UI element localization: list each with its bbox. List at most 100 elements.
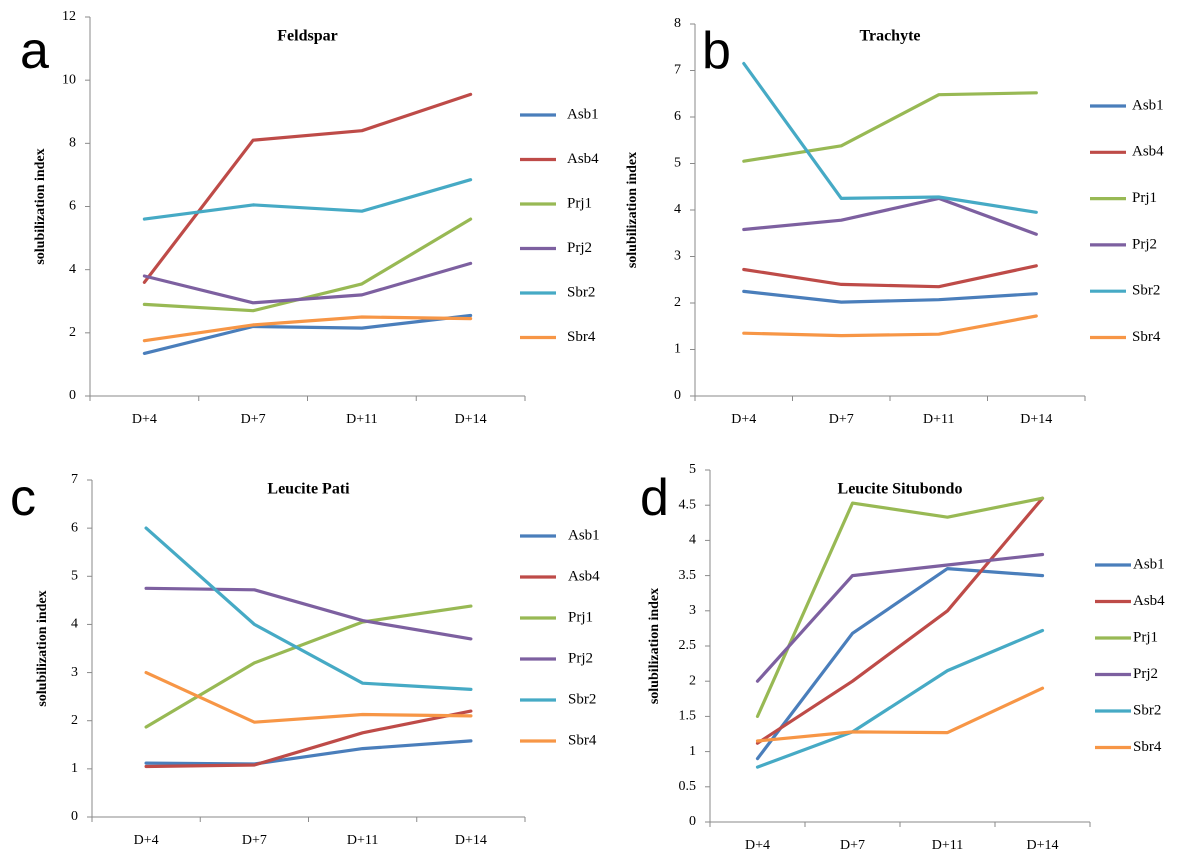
legend-label-prj1: Prj1 (1132, 190, 1157, 206)
series-line-asb1 (142, 313, 473, 355)
y-tick-label: 0 (689, 814, 696, 829)
x-tick-label: D+4 (745, 838, 770, 853)
y-tick-label: 8 (69, 136, 76, 151)
series-line-asb4 (742, 264, 1038, 289)
y-tick-label: 4 (689, 533, 696, 548)
chart-title: Leucite Situbondo (838, 480, 963, 497)
y-tick-label: 4 (71, 617, 78, 632)
x-tick-label: D+11 (347, 833, 379, 848)
x-tick-label: D+4 (731, 412, 756, 427)
y-tick-label: 6 (69, 199, 76, 214)
series-line-asb4 (755, 496, 1045, 745)
y-tick-label: 1 (689, 744, 696, 759)
series-line-prj2 (144, 586, 473, 641)
chart-title: Leucite Pati (267, 480, 350, 497)
series-line-prj2 (755, 552, 1045, 683)
y-tick-label: 3 (689, 603, 696, 618)
y-tick-label: 2 (689, 673, 696, 688)
series-line-sbr2 (142, 178, 473, 221)
y-tick-label: 0 (71, 809, 78, 824)
x-tick-label: D+4 (134, 833, 159, 848)
legend-label-prj2: Prj2 (1132, 236, 1157, 252)
series-line-sbr4 (144, 670, 473, 724)
y-tick-label: 7 (71, 472, 78, 487)
legend-label-sbr2: Sbr2 (1132, 283, 1160, 299)
series-line-prj1 (742, 91, 1038, 163)
legend-label-prj1: Prj1 (567, 195, 592, 211)
y-tick-label: 6 (71, 520, 78, 535)
series-line-asb4 (144, 709, 473, 769)
series-line-asb1 (742, 289, 1038, 304)
panel-label: b (702, 22, 731, 80)
legend-label-prj1: Prj1 (568, 609, 593, 625)
y-tick-label: 0 (69, 388, 76, 403)
x-tick-label: D+7 (829, 412, 854, 427)
x-tick-label: D+14 (455, 833, 487, 848)
legend-label-asb4: Asb4 (1132, 144, 1164, 160)
x-tick-label: D+7 (241, 412, 266, 427)
chart-title: Trachyte (859, 27, 920, 44)
y-tick-label: 7 (674, 63, 681, 78)
y-tick-label: 12 (62, 9, 76, 24)
chart-title: Feldspar (277, 27, 337, 44)
y-axis-label: solubilization index (647, 588, 662, 704)
series-line-sbr4 (142, 315, 473, 343)
x-tick-label: D+11 (346, 412, 378, 427)
legend-label-sbr4: Sbr4 (567, 329, 596, 345)
series-line-asb1 (144, 739, 473, 766)
y-tick-label: 1 (674, 342, 681, 357)
y-tick-label: 0.5 (679, 779, 697, 794)
legend-label-asb1: Asb1 (1132, 97, 1164, 113)
y-tick-label: 4 (674, 202, 681, 217)
legend-label-asb1: Asb1 (1133, 556, 1165, 572)
legend-label-asb4: Asb4 (567, 151, 599, 167)
y-tick-label: 3 (674, 249, 681, 264)
y-tick-label: 1.5 (679, 709, 697, 724)
x-tick-label: D+7 (242, 833, 267, 848)
series-line-sbr4 (755, 686, 1045, 743)
x-tick-label: D+14 (1020, 412, 1052, 427)
chart-panel-c: c Leucite Pati solubilization index 0 1 2 3 4 5 6… (10, 469, 600, 848)
chart-panel-d: d Leucite Situbondo solubilization index 0 0… (640, 462, 1165, 853)
y-tick-label: 2 (69, 325, 76, 340)
x-tick-label: D+11 (923, 412, 955, 427)
x-tick-label: D+4 (132, 412, 157, 427)
y-axis-label: solubilization index (33, 148, 48, 264)
series-line-sbr2 (755, 628, 1045, 769)
legend-label-sbr2: Sbr2 (567, 284, 595, 300)
y-tick-label: 2 (674, 295, 681, 310)
series-line-prj1 (144, 604, 473, 729)
legend-label-sbr2: Sbr2 (1133, 702, 1161, 718)
y-tick-label: 0 (674, 388, 681, 403)
y-tick-label: 1 (71, 761, 78, 776)
y-tick-label: 6 (674, 109, 681, 124)
chart-panel-a: a Feldspar solubilization index 0 2 4 6 8 10 12 D+… (20, 9, 599, 427)
series-line-sbr4 (742, 314, 1038, 338)
series-line-sbr2 (144, 526, 473, 692)
legend-label-asb1: Asb1 (567, 106, 599, 122)
legend-label-asb4: Asb4 (1133, 593, 1165, 609)
x-tick-label: D+11 (932, 838, 964, 853)
series-line-prj2 (142, 261, 473, 305)
legend-label-prj2: Prj2 (568, 650, 593, 666)
series-line-asb4 (142, 92, 473, 284)
legend-label-prj1: Prj1 (1133, 629, 1158, 645)
x-tick-label: D+14 (1026, 838, 1058, 853)
y-tick-label: 3.5 (679, 568, 697, 583)
legend-label-sbr4: Sbr4 (568, 732, 597, 748)
legend-label-prj2: Prj2 (567, 240, 592, 256)
y-tick-label: 4 (69, 262, 76, 277)
y-tick-label: 5 (674, 156, 681, 171)
series-line-prj1 (142, 217, 473, 313)
legend-label-sbr4: Sbr4 (1132, 329, 1161, 345)
panel-label: c (10, 469, 36, 527)
y-axis-label: solubilization index (35, 590, 50, 706)
series-line-prj2 (742, 196, 1038, 236)
y-tick-label: 5 (689, 462, 696, 477)
y-axis-label: solubilization index (625, 152, 640, 268)
x-tick-label: D+14 (455, 412, 487, 427)
legend-label-prj2: Prj2 (1133, 666, 1158, 682)
legend-label-sbr2: Sbr2 (568, 691, 596, 707)
series-line-prj1 (755, 496, 1045, 719)
